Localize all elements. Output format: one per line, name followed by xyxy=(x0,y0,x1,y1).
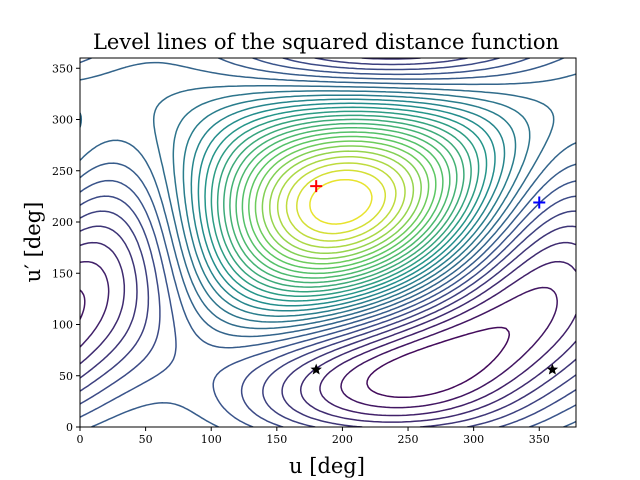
contour-level xyxy=(210,110,480,298)
markers xyxy=(310,180,559,375)
contour-level xyxy=(285,162,397,242)
plot-frame xyxy=(79,57,577,428)
contour-level xyxy=(80,58,576,427)
contour-level xyxy=(269,150,415,254)
contour-lines xyxy=(80,58,576,427)
saddle-marker xyxy=(546,363,559,375)
contour-level xyxy=(296,169,387,235)
contour-level xyxy=(172,90,531,323)
contour-level xyxy=(229,122,458,284)
contour-level xyxy=(182,94,517,317)
x-tick-label: 350 xyxy=(529,433,550,446)
contour-level xyxy=(276,155,406,249)
y-tick-label: 200 xyxy=(52,216,73,229)
contour-level xyxy=(80,241,576,423)
contour-level xyxy=(80,58,576,427)
contour-level xyxy=(223,118,465,288)
contour-level xyxy=(197,102,496,307)
contour-level xyxy=(248,135,437,270)
x-tick-label: 200 xyxy=(332,433,353,446)
contour-level xyxy=(80,61,576,338)
contour-level xyxy=(366,326,511,399)
y-tick-label: 0 xyxy=(66,421,73,434)
contour-level xyxy=(80,260,576,417)
contour-level xyxy=(80,58,576,427)
global-min-marker xyxy=(533,196,546,209)
y-tick-label: 50 xyxy=(59,370,73,383)
saddle-marker xyxy=(310,363,322,375)
y-tick-label: 350 xyxy=(52,62,73,75)
contour-level xyxy=(261,145,422,260)
contour-level xyxy=(216,114,472,293)
x-tick-label: 50 xyxy=(139,433,153,446)
x-tick-label: 150 xyxy=(266,433,287,446)
global-max-marker xyxy=(310,180,323,193)
y-axis: 0 50 100 150 200 250 300 350 xyxy=(52,62,80,434)
x-tick-label: 250 xyxy=(398,433,419,446)
contour-level xyxy=(309,178,373,225)
contour-level xyxy=(241,131,444,275)
contour-level xyxy=(80,85,555,330)
x-axis: 0 50 100 150 200 250 300 350 xyxy=(77,427,550,446)
y-tick-label: 100 xyxy=(52,319,73,332)
chart-title: Level lines of the squared distance func… xyxy=(93,30,559,54)
contour-level xyxy=(80,58,576,427)
contour-level xyxy=(190,98,506,312)
y-tick-label: 150 xyxy=(52,267,73,280)
x-tick-label: 0 xyxy=(77,433,84,446)
x-tick-label: 100 xyxy=(201,433,222,446)
contour-level xyxy=(235,126,451,279)
y-axis-label: u′ [deg] xyxy=(21,202,45,283)
x-axis-label: u [deg] xyxy=(289,454,365,478)
contour-level xyxy=(254,140,430,265)
x-tick-label: 300 xyxy=(463,433,484,446)
contour-level xyxy=(204,106,488,302)
y-tick-label: 300 xyxy=(52,114,73,127)
contour-level xyxy=(80,286,558,409)
y-tick-label: 250 xyxy=(52,165,73,178)
